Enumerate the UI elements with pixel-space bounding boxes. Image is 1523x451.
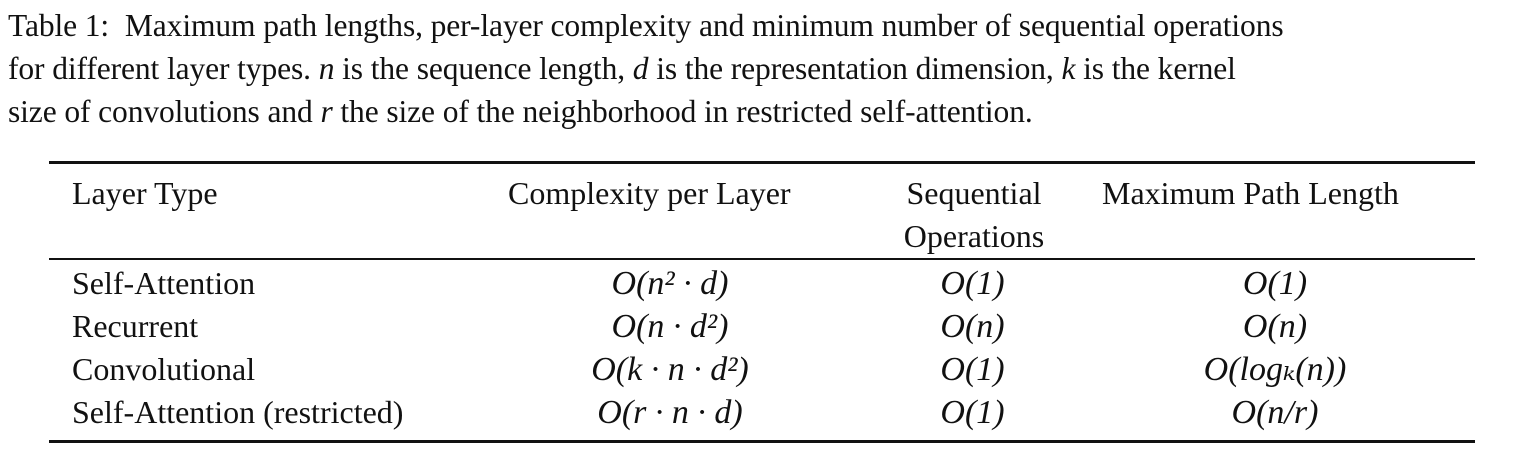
caption-text-2c: is the representation dimension, [648, 51, 1062, 86]
caption-text-2a: for different layer types. [8, 51, 319, 86]
caption-text-3a: size of convolutions and [8, 94, 321, 129]
caption-text-1: Maximum path lengths, per-layer complexi… [124, 8, 1284, 43]
table-label: Table 1: [8, 8, 110, 43]
caption-var-d: d [632, 51, 649, 86]
caption-line-3: size of convolutions and r the size of t… [8, 90, 1518, 133]
caption-line-2: for different layer types. n is the sequ… [8, 47, 1518, 90]
row-1-sequential: O(1) [940, 265, 1005, 302]
row-2-layer-type: Recurrent [72, 308, 199, 344]
header-sequential-line-2: Operations [903, 218, 1045, 254]
caption-text-3b: the size of the neighborhood in restrict… [332, 94, 1033, 129]
header-sequential-line-1: Sequential [906, 175, 1042, 211]
row-3-complexity: O(k · n · d²) [591, 351, 749, 388]
table-header-rule [49, 258, 1475, 260]
row-4-sequential: O(1) [940, 394, 1005, 431]
row-1-complexity: O(n² · d) [611, 265, 729, 302]
table-bottom-rule [49, 440, 1475, 443]
row-4-layer-type: Self-Attention (restricted) [72, 394, 404, 430]
caption-line-1: Table 1: Maximum path lengths, per-layer… [8, 4, 1518, 47]
row-3-sequential: O(1) [940, 351, 1005, 388]
row-2-max-path: O(n) [1242, 308, 1308, 345]
row-3-max-path: O(logₖ(n)) [1203, 351, 1347, 388]
table-top-rule [49, 161, 1475, 164]
header-layer-type: Layer Type [72, 175, 218, 211]
row-2-complexity: O(n · d²) [611, 308, 729, 345]
caption-var-r: r [320, 94, 333, 129]
caption-text-2b: is the sequence length, [334, 51, 633, 86]
row-1-layer-type: Self-Attention [72, 265, 256, 301]
row-4-max-path: O(n/r) [1231, 394, 1319, 431]
caption-var-n: n [318, 51, 335, 86]
table-caption: Table 1: Maximum path lengths, per-layer… [8, 4, 1518, 133]
row-2-sequential: O(n) [940, 308, 1005, 345]
row-4-complexity: O(r · n · d) [597, 394, 743, 431]
header-max-path-length: Maximum Path Length [1102, 175, 1399, 211]
row-3-layer-type: Convolutional [72, 351, 256, 387]
caption-var-k: k [1061, 51, 1076, 86]
caption-text-2e: is the kernel [1075, 51, 1236, 86]
row-1-max-path: O(1) [1242, 265, 1308, 302]
header-complexity: Complexity per Layer [508, 175, 791, 211]
